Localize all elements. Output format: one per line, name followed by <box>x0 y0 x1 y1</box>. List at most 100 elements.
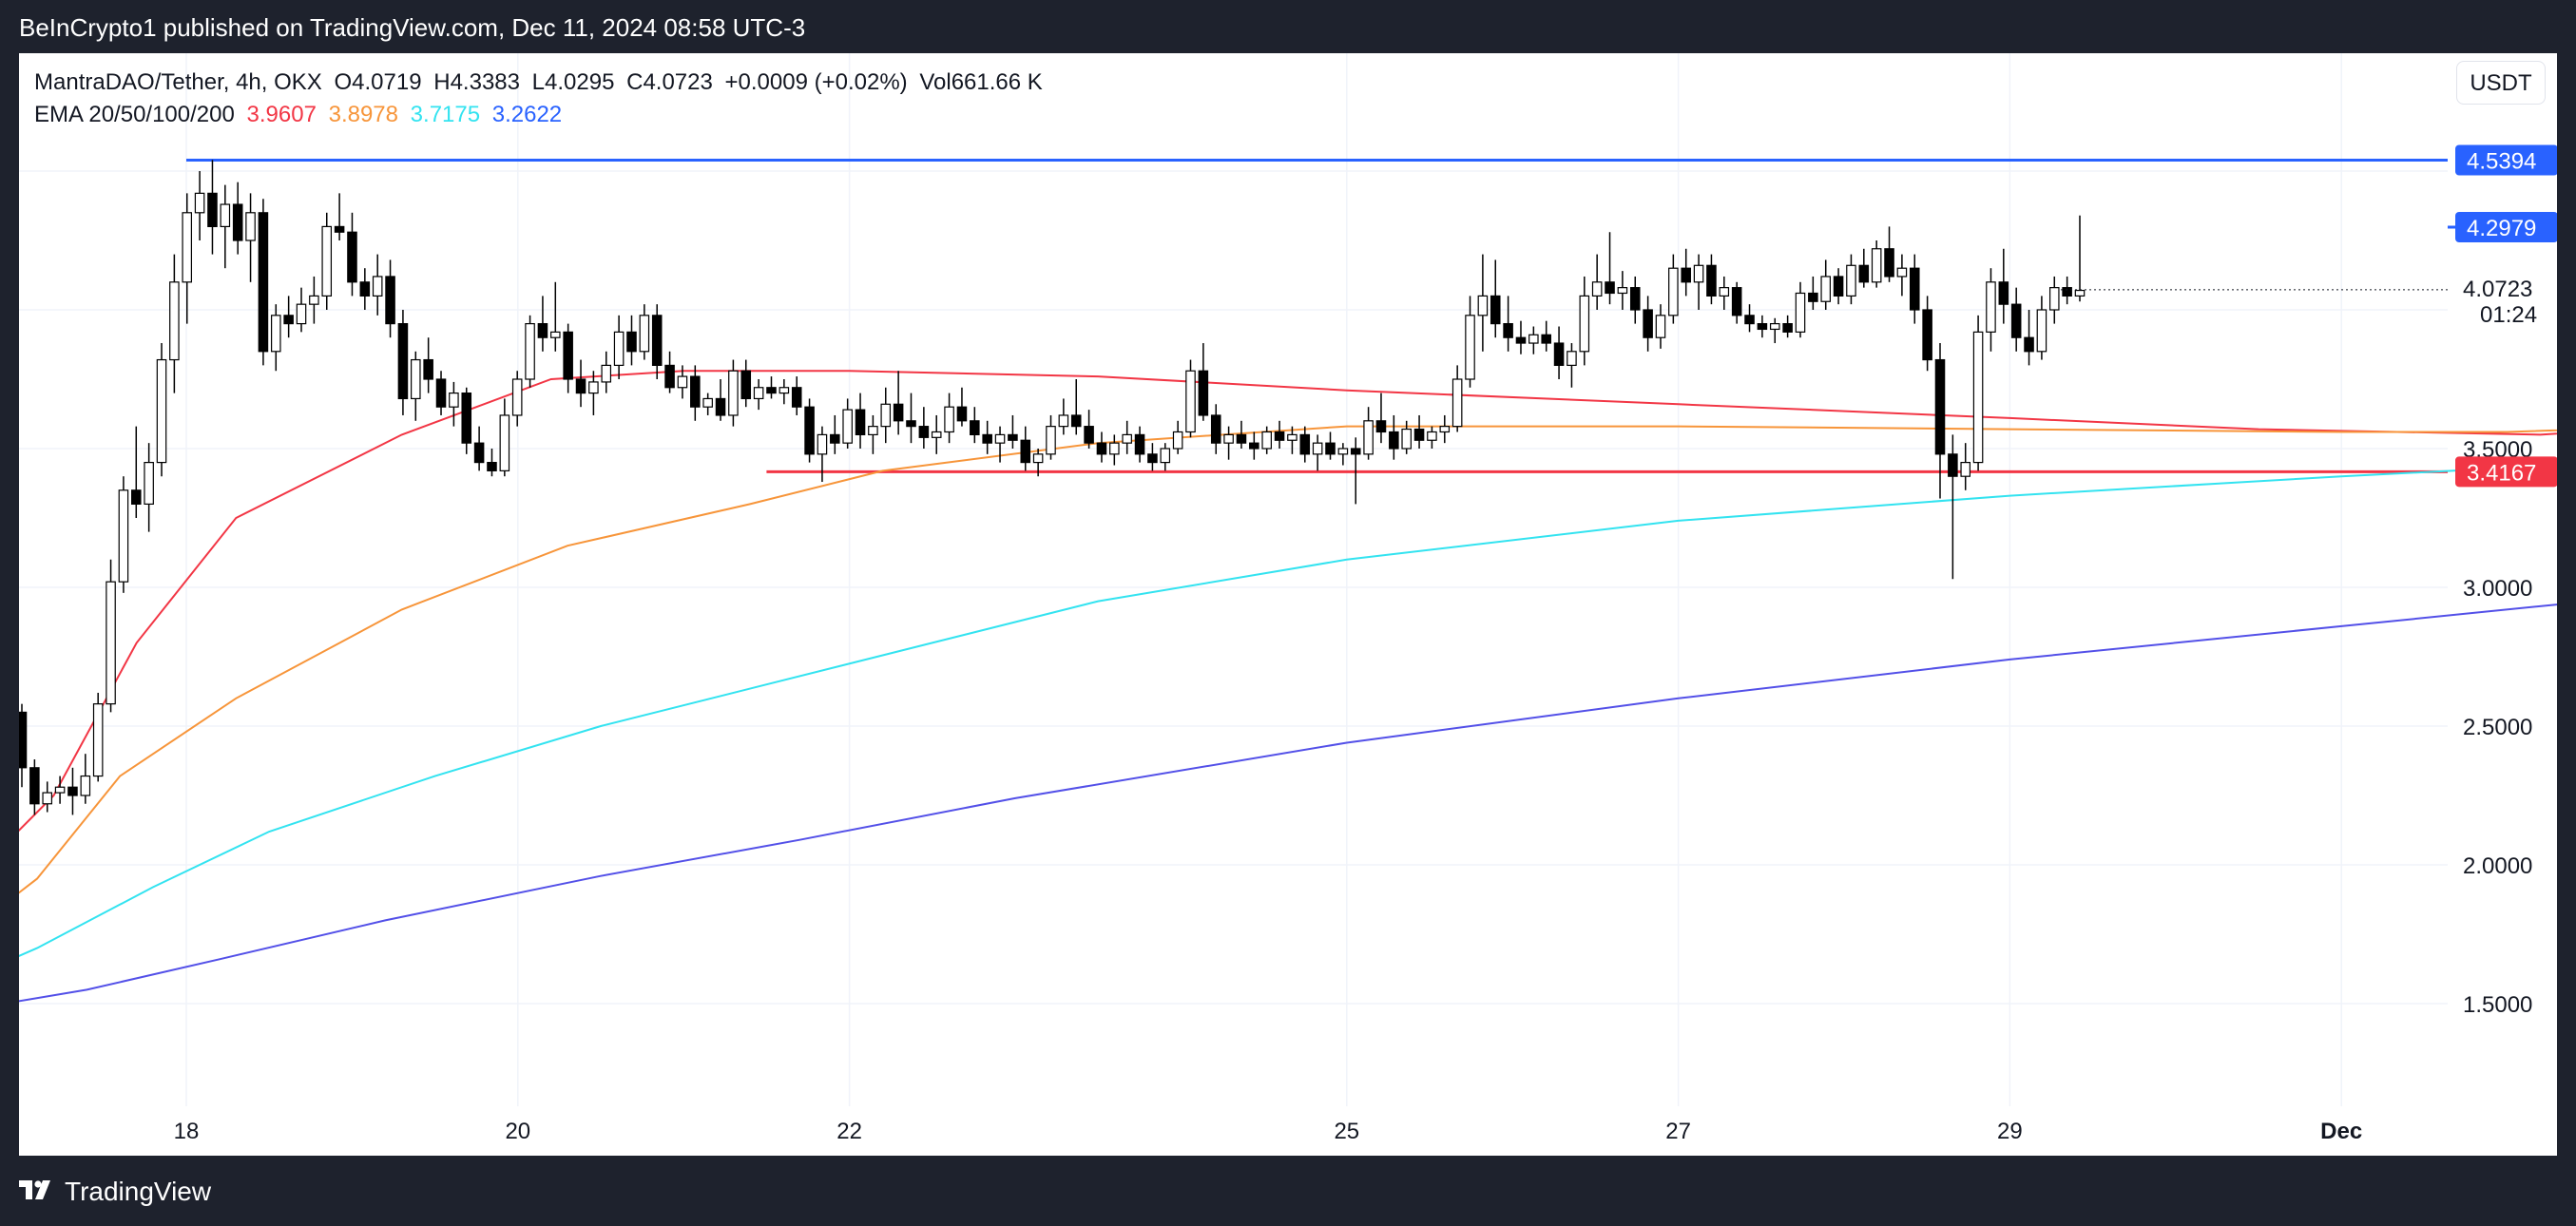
tradingview-logo-icon <box>19 1180 50 1199</box>
candle <box>2074 215 2086 302</box>
candle-body <box>1325 442 1336 455</box>
candle <box>92 692 104 782</box>
candle-body <box>1147 453 1158 464</box>
candle-body <box>1451 378 1463 428</box>
candle <box>702 393 713 415</box>
candle-body <box>411 358 421 400</box>
candle-body <box>1719 287 1730 297</box>
candle <box>385 259 395 338</box>
candle-body <box>1884 248 1894 278</box>
candle <box>906 393 916 444</box>
time-tick-label: Dec <box>2320 1119 2362 1144</box>
candle <box>537 296 548 352</box>
candle <box>525 315 535 388</box>
candle <box>42 781 53 813</box>
candle-body <box>1871 248 1882 283</box>
candle-body <box>1757 323 1768 331</box>
ema200-value: 3.2622 <box>491 102 563 127</box>
candle-body <box>106 581 116 705</box>
candle-body <box>2048 287 2060 311</box>
candle-body <box>1808 292 1818 302</box>
candle-body <box>664 364 675 389</box>
chart-panel[interactable]: 1.5000 2.0000 2.5000 3.0000 3.5000 4.0723 01:2… <box>19 53 2557 1156</box>
candle-body <box>54 786 66 794</box>
candle <box>944 393 954 444</box>
candle <box>1058 398 1069 435</box>
candle-body <box>1820 276 1831 302</box>
candle-body <box>1337 448 1349 455</box>
candle-body <box>511 378 523 416</box>
candle <box>156 343 167 477</box>
candle-body <box>1058 414 1069 428</box>
candle <box>2036 296 2047 360</box>
candle <box>169 254 180 393</box>
candle-body <box>1046 426 1056 455</box>
candle-body <box>550 331 561 338</box>
candle <box>511 371 523 427</box>
candle <box>550 281 561 352</box>
candle <box>359 268 371 310</box>
candle-body <box>1591 281 1603 297</box>
candle <box>639 304 650 360</box>
ema-lines <box>19 370 2557 1003</box>
candle <box>1972 315 1984 471</box>
candle <box>1858 248 1870 288</box>
candle-body <box>1934 358 1946 455</box>
candle <box>411 351 421 421</box>
candle <box>613 315 625 379</box>
candle-body <box>2062 287 2072 297</box>
candle <box>1617 271 1628 310</box>
candle <box>1579 276 1590 366</box>
horizontal-levels <box>186 158 2557 473</box>
open-value: O4.0719 <box>334 69 422 95</box>
level-price-label: 3.4167 <box>2467 460 2536 486</box>
time-tick-label: 20 <box>505 1119 530 1144</box>
price-axis: 1.50002.00002.50003.00003.50004.072301:2… <box>2455 144 2557 1018</box>
candle-body <box>690 375 701 408</box>
candle <box>1706 254 1717 305</box>
candle <box>1681 248 1691 297</box>
candle <box>1948 434 1958 580</box>
candle-body <box>956 406 968 422</box>
change-value: +0.0009 (+0.02%) <box>724 69 908 95</box>
candle <box>372 254 383 316</box>
candle-body <box>1350 448 1361 455</box>
candle-body <box>970 420 980 435</box>
candle-body <box>423 358 433 380</box>
candle-body <box>1413 428 1425 441</box>
candle <box>1413 414 1425 449</box>
candle <box>1198 343 1209 421</box>
price-chart[interactable]: 1.50002.00002.50003.00003.50004.072301:2… <box>19 53 2557 1156</box>
candle-body <box>1515 336 1527 344</box>
candle-body <box>283 315 294 325</box>
candle-body <box>1629 287 1641 311</box>
candle-body <box>473 442 485 464</box>
candle-body <box>487 462 497 471</box>
time-tick-label: 25 <box>1334 1119 1359 1144</box>
ema-line-ema50 <box>19 425 2557 894</box>
candle <box>397 310 409 415</box>
candle <box>1008 414 1018 449</box>
ema100-value: 3.7175 <box>410 102 481 127</box>
candle <box>1312 434 1323 471</box>
candle <box>956 387 968 427</box>
candle-body <box>1477 295 1489 316</box>
price-tick-label: 2.0000 <box>2463 853 2532 879</box>
candle <box>970 407 980 444</box>
candle <box>1846 254 1856 305</box>
candle-body <box>1122 433 1132 444</box>
candle-body <box>766 387 777 394</box>
candle <box>67 767 78 815</box>
candle-body <box>931 431 942 438</box>
candle-body <box>461 393 472 444</box>
candle <box>1185 359 1196 438</box>
candle <box>1363 407 1374 460</box>
candle <box>855 393 866 449</box>
candle-body <box>1287 433 1298 441</box>
bottom-bar: TradingView <box>0 1156 2576 1226</box>
candle <box>1503 296 1513 352</box>
candle-body <box>435 378 447 408</box>
tradingview-brand[interactable]: TradingView <box>19 1177 211 1207</box>
candle <box>2010 287 2022 352</box>
currency-button[interactable]: USDT <box>2456 61 2546 105</box>
